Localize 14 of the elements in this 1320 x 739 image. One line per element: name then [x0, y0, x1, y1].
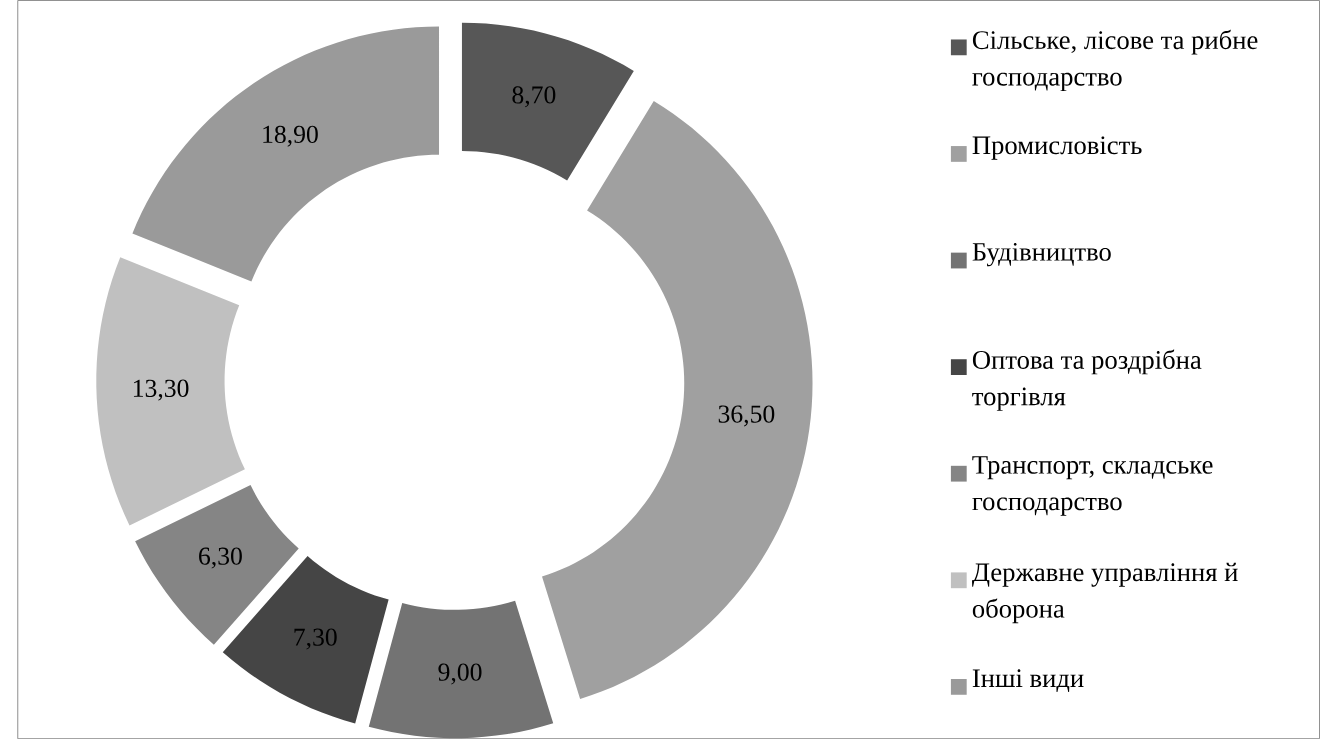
legend-label: Промисловість: [972, 136, 1142, 160]
legend-label: Сільське, лісове та рибне господарство: [972, 29, 1258, 91]
legend-label: Транспорт, складське господарство: [972, 456, 1213, 516]
legend-label: Державне управління й оборона: [972, 562, 1238, 624]
legend-label: Будівництво: [972, 242, 1111, 267]
data-label: 13,30: [133, 379, 189, 401]
legend-label: Оптова та роздрібна торгівля: [972, 349, 1202, 411]
data-label: 9,00: [438, 663, 482, 685]
data-label: 6,30: [199, 547, 242, 569]
data-label: 7,30: [294, 628, 337, 650]
data-label: 8,70: [512, 86, 556, 108]
legend-label: Інші види: [972, 669, 1084, 693]
data-label: 18,90: [263, 125, 318, 147]
data-label: 36,50: [718, 405, 775, 427]
